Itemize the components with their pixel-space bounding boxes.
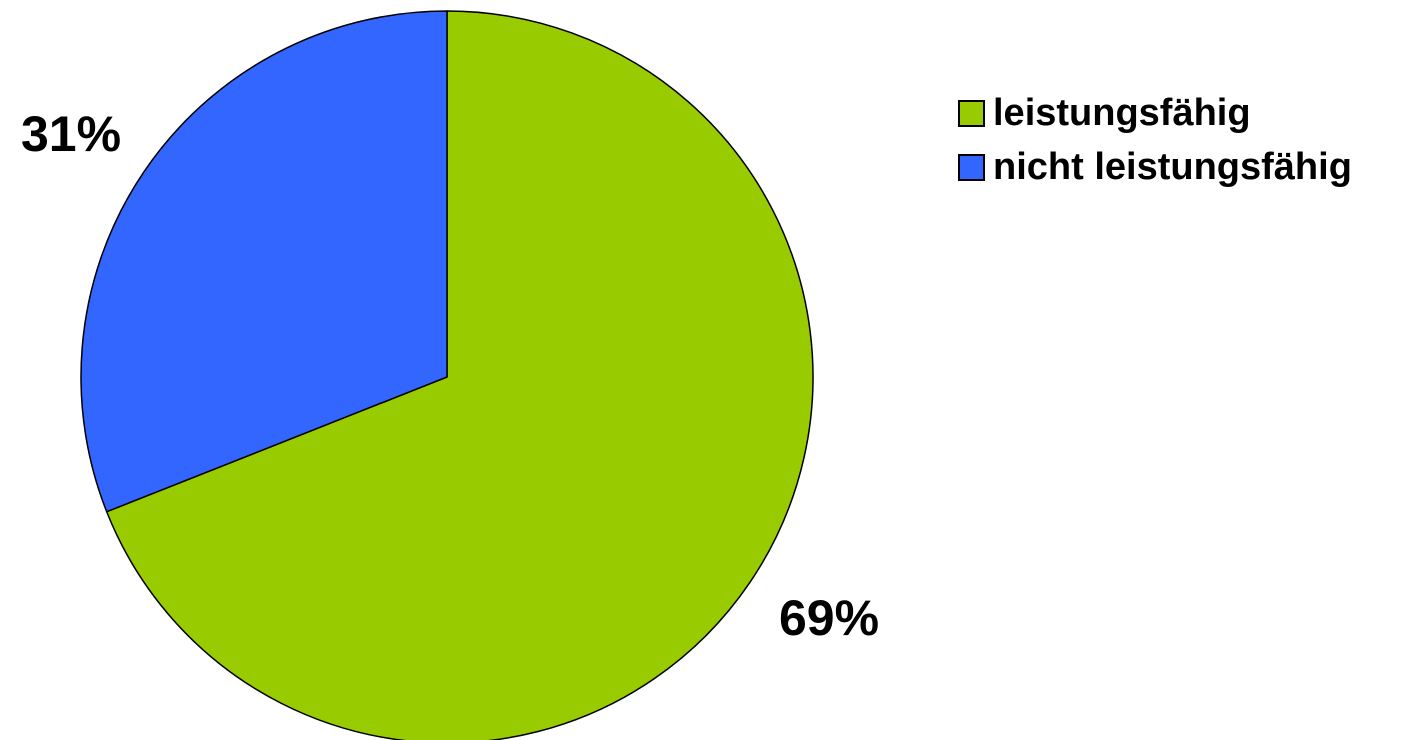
pie-slice-nicht-leistungsfaehig <box>80 10 448 513</box>
legend-label-nicht-leistungsfaehig: nicht leistungsfähig <box>993 145 1352 188</box>
pie-slices <box>80 10 814 740</box>
pie-slice-leistungsfaehig <box>105 10 814 740</box>
legend-label-leistungsfaehig: leistungsfähig <box>993 91 1251 134</box>
data-label-leistungsfaehig: 69% <box>779 590 879 646</box>
legend-item-leistungsfaehig: leistungsfähig <box>958 88 1352 138</box>
data-label-nicht-leistungsfaehig: 31% <box>21 106 121 162</box>
legend-swatch-leistungsfaehig <box>958 99 985 127</box>
legend: leistungsfähig nicht leistungsfähig <box>958 88 1352 196</box>
pie-labels: 69% 31% <box>21 106 879 646</box>
legend-item-nicht-leistungsfaehig: nicht leistungsfähig <box>958 142 1352 192</box>
legend-swatch-nicht-leistungsfaehig <box>958 153 985 181</box>
